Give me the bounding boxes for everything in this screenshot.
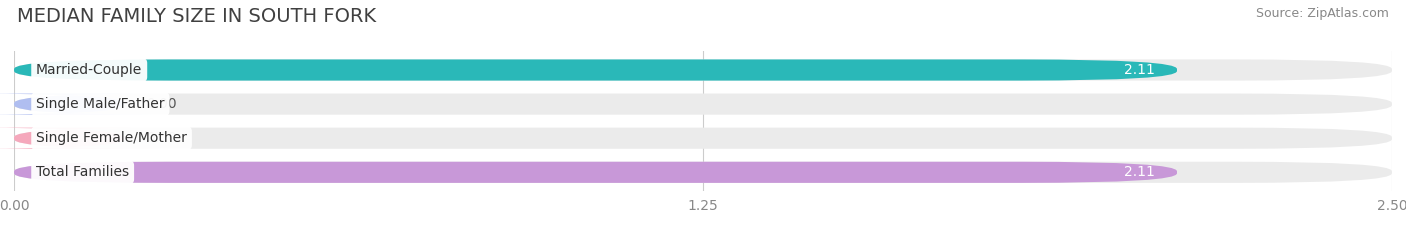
FancyBboxPatch shape: [14, 162, 1392, 183]
Text: Source: ZipAtlas.com: Source: ZipAtlas.com: [1256, 7, 1389, 20]
FancyBboxPatch shape: [14, 162, 1177, 183]
FancyBboxPatch shape: [14, 59, 1177, 81]
Text: Married-Couple: Married-Couple: [37, 63, 142, 77]
Text: 2.11: 2.11: [1123, 165, 1154, 179]
Text: Single Female/Mother: Single Female/Mother: [37, 131, 187, 145]
Text: 0.00: 0.00: [146, 131, 177, 145]
FancyBboxPatch shape: [14, 59, 1392, 81]
Text: Total Families: Total Families: [37, 165, 129, 179]
Text: 0.00: 0.00: [146, 97, 177, 111]
FancyBboxPatch shape: [0, 93, 169, 115]
Text: 2.11: 2.11: [1123, 63, 1154, 77]
FancyBboxPatch shape: [14, 93, 1392, 115]
Text: MEDIAN FAMILY SIZE IN SOUTH FORK: MEDIAN FAMILY SIZE IN SOUTH FORK: [17, 7, 375, 26]
Text: Single Male/Father: Single Male/Father: [37, 97, 165, 111]
FancyBboxPatch shape: [14, 128, 1392, 149]
FancyBboxPatch shape: [0, 128, 169, 149]
